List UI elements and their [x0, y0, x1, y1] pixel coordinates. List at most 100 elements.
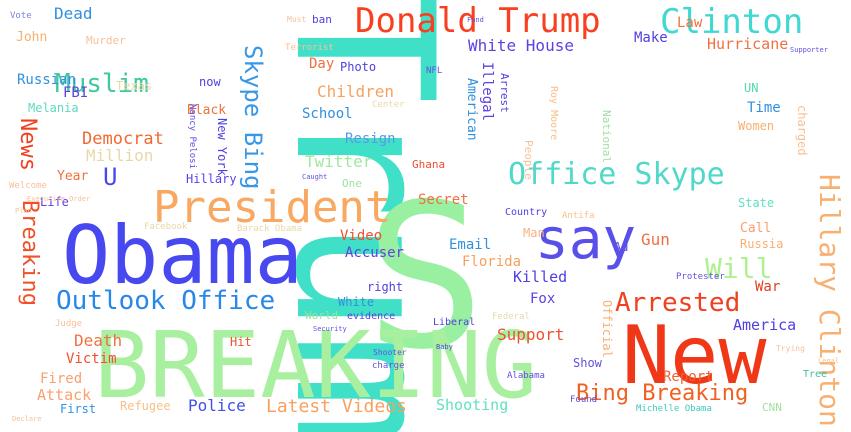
word-must: Must: [287, 15, 307, 24]
word-caught: Caught: [302, 173, 328, 181]
word-michelle-obama: Michelle Obama: [636, 404, 712, 414]
word-news: News: [15, 118, 40, 171]
word-fund: Fund: [467, 16, 484, 24]
word-killed: Killed: [513, 268, 568, 286]
word-vote: Vote: [10, 11, 32, 21]
word-muslim: Muslim: [55, 69, 149, 99]
word-first: First: [60, 402, 97, 416]
word-russia: Russia: [740, 237, 784, 251]
word-email: Email: [449, 237, 492, 253]
word-america: America: [733, 316, 797, 334]
word-arrest: Arrest: [498, 73, 511, 113]
word-report: Report: [663, 369, 714, 385]
word-charge: charge: [372, 361, 405, 371]
word-declare: Declare: [12, 415, 42, 423]
word-found: Found: [570, 395, 598, 405]
word-new-york: New York: [215, 118, 229, 176]
word-murder: Murder: [86, 34, 126, 47]
word-terrorist: Terrorist: [285, 43, 334, 53]
word-american: American: [464, 78, 479, 141]
word-u: U: [103, 163, 118, 191]
word-make: Make: [634, 30, 668, 46]
word-legal: Legal: [818, 357, 840, 365]
word-un: UN: [744, 81, 759, 95]
word-democrat: Democrat: [82, 129, 164, 149]
word-welcome: Welcome: [9, 181, 47, 191]
word-twitter: Twitter: [305, 152, 373, 171]
word-now: now: [199, 75, 221, 89]
word-charged: charged: [795, 105, 809, 156]
word-say: say: [535, 207, 637, 272]
word-victim: Victim: [66, 351, 117, 367]
word-antifa: Antifa: [562, 211, 595, 221]
word-law: Law: [677, 15, 703, 31]
word-children: Children: [317, 82, 395, 101]
word-police: Police: [188, 396, 246, 415]
word-man: Man: [523, 226, 545, 240]
word-show: Show: [573, 356, 602, 370]
word-million: Million: [86, 146, 154, 165]
word-ghana: Ghana: [412, 158, 446, 171]
word-breaking-small: Breaking: [17, 200, 42, 306]
word-latest-videos: Latest Videos: [266, 396, 407, 417]
word-supporter: Supporter: [790, 46, 828, 54]
word-barack-obama: Barack Obama: [237, 224, 303, 234]
word-protester: Protester: [676, 272, 725, 282]
word-new: New: [622, 309, 767, 402]
word-fox: Fox: [530, 291, 556, 307]
word-official: Official: [600, 300, 614, 358]
word-evidence: evidence: [347, 311, 396, 322]
word-video: Video: [340, 228, 383, 244]
word-shooting: Shooting: [436, 396, 509, 414]
word-black: Black: [187, 103, 227, 118]
word-attack: Attack: [37, 386, 92, 404]
word-liberal: Liberal: [433, 317, 476, 328]
word-tree: Tree: [803, 369, 828, 380]
word-texas: Texas: [116, 79, 153, 93]
word-president: President: [153, 182, 392, 233]
word-white: White: [338, 295, 375, 309]
word-john: John: [16, 30, 48, 45]
word-center: Center: [372, 100, 405, 110]
word-obama: Obama: [62, 209, 303, 302]
word-bing-breaking: Bing Breaking: [576, 381, 749, 406]
word-people: People: [522, 140, 535, 180]
word-right: right: [367, 280, 404, 294]
word-gun: Gun: [641, 230, 670, 249]
word-outlook-office: Outlook Office: [56, 286, 276, 316]
word-day: Day: [309, 56, 335, 72]
word-refugee: Refugee: [120, 399, 171, 413]
word-hit: Hit: [230, 335, 252, 349]
word-world: World: [305, 309, 339, 322]
word-cnn: CNN: [762, 401, 782, 414]
word-clinton: Clinton: [660, 2, 804, 42]
word-arrested: Arrested: [615, 288, 741, 318]
word-dead: Dead: [54, 4, 93, 23]
word-roy-moore: Roy Moore: [548, 86, 559, 141]
word-illegal: Illegal: [479, 62, 495, 122]
word-security: Security: [313, 325, 347, 333]
word-call: Call: [740, 221, 772, 236]
word-death: Death: [74, 331, 123, 350]
word-florida: Florida: [462, 254, 522, 270]
word-s: S: [365, 161, 486, 394]
word-resign: Resign: [345, 131, 396, 147]
word-war: War: [755, 279, 781, 295]
word-shooter: Shooter: [373, 348, 407, 357]
word-donald-trump: Donald Trump: [355, 1, 601, 41]
word-plan: Plan: [15, 207, 32, 215]
word-nancy-pelosi: Nancy Pelosi: [187, 104, 197, 170]
word-alabama: Alabama: [507, 371, 545, 381]
word-judge: Judge: [55, 319, 83, 329]
word-secret: Secret: [418, 192, 469, 208]
word-national: National: [600, 110, 613, 163]
word-facebook: Facebook: [144, 222, 188, 232]
word-melania: Melania: [28, 101, 79, 115]
word-school: School: [302, 106, 353, 122]
word-ad: Ad: [614, 240, 629, 254]
word-baby: Baby: [436, 343, 453, 351]
word-hillary-clinton: Hillary Clinton: [813, 174, 846, 427]
word-trying: Trying: [776, 344, 805, 353]
word-russian: Russian: [17, 72, 77, 88]
